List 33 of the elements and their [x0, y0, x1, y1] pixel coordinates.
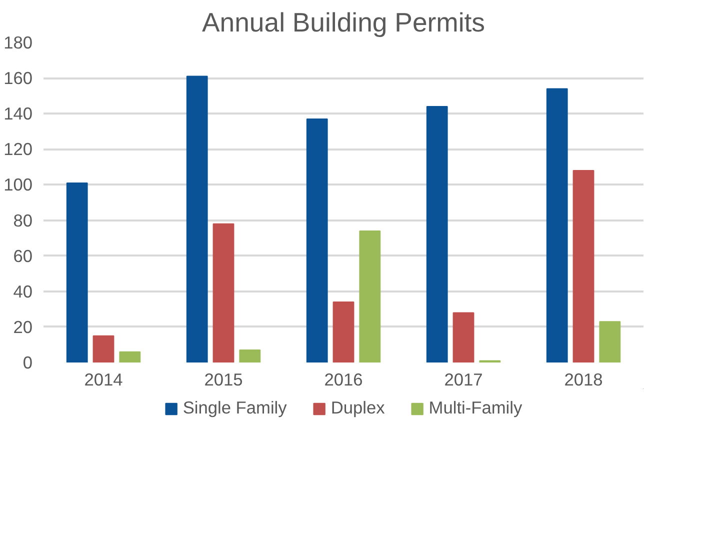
bar	[599, 321, 621, 362]
y-tick-label: 180	[4, 32, 33, 52]
chart-title: Annual Building Permits	[202, 8, 486, 38]
bar	[92, 335, 114, 362]
legend-label: Multi-Family	[428, 398, 522, 418]
legend-label: Single Family	[182, 398, 287, 418]
y-tick-label: 0	[22, 352, 33, 372]
bar	[426, 106, 448, 362]
y-tick-label: 60	[13, 246, 33, 266]
y-tick-label: 120	[4, 139, 33, 160]
x-tick-label: 2017	[444, 370, 483, 390]
y-tick-label: 40	[13, 281, 33, 302]
x-tick-label: 2018	[564, 370, 603, 390]
y-tick-label: 140	[4, 104, 33, 124]
bar	[186, 76, 208, 362]
bar	[332, 302, 354, 362]
bar	[306, 118, 328, 362]
bar	[212, 223, 234, 362]
x-tick-label: 2014	[84, 370, 124, 390]
bar	[452, 312, 474, 362]
bar	[359, 230, 381, 362]
y-tick-label: 80	[13, 210, 33, 230]
bar	[546, 88, 568, 362]
x-tick-label: 2016	[324, 370, 363, 390]
bar	[119, 351, 141, 362]
y-tick-label: 100	[4, 174, 33, 195]
legend-label: Duplex	[330, 398, 385, 418]
x-tick-label: 2015	[204, 370, 243, 390]
bar	[572, 170, 594, 362]
y-tick-label: 160	[4, 68, 33, 88]
bar	[239, 350, 261, 362]
y-tick-label: 20	[13, 316, 33, 337]
bar	[66, 182, 88, 362]
